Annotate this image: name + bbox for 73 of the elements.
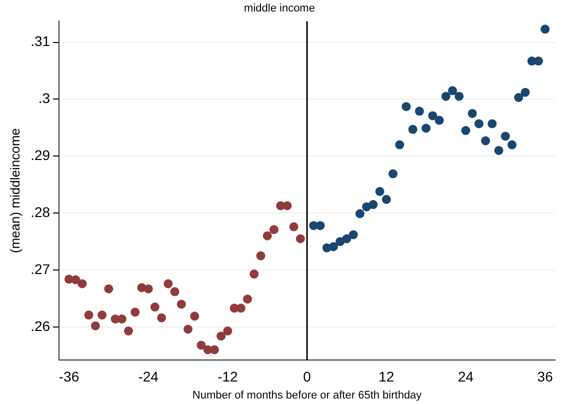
- point: [157, 313, 166, 322]
- point: [520, 88, 530, 97]
- point: [150, 302, 160, 312]
- x-tick-label: 0: [303, 368, 312, 384]
- y-axis-title: (mean) middleincome: [7, 128, 22, 254]
- x-tick-label: -12: [218, 368, 238, 384]
- x-tick-label: -24: [138, 368, 159, 384]
- point: [468, 108, 477, 118]
- y-tick-label: .3: [38, 90, 50, 106]
- point: [104, 284, 114, 294]
- point: [289, 222, 298, 232]
- x-tick-label: 24: [458, 368, 474, 384]
- point: [282, 201, 292, 210]
- point: [441, 92, 450, 101]
- point: [164, 279, 173, 288]
- point: [368, 200, 378, 210]
- point: [414, 106, 424, 116]
- point: [176, 300, 186, 309]
- point: [84, 310, 94, 320]
- point: [395, 140, 404, 150]
- y-tick-label: .27: [30, 260, 50, 277]
- point: [184, 324, 193, 334]
- point: [434, 116, 444, 125]
- point: [514, 93, 524, 102]
- point: [216, 332, 226, 341]
- point: [269, 225, 278, 234]
- point: [508, 140, 517, 150]
- point: [78, 279, 87, 288]
- point: [428, 111, 438, 120]
- point: [256, 251, 266, 260]
- point: [481, 136, 490, 146]
- point: [170, 287, 180, 296]
- point: [336, 237, 345, 246]
- point: [262, 231, 272, 240]
- point: [540, 24, 550, 34]
- chart-title: middle income: [244, 2, 315, 15]
- point: [90, 321, 100, 330]
- point: [422, 124, 431, 133]
- point: [98, 310, 107, 320]
- x-tick-label: -36: [58, 368, 80, 384]
- point: [144, 284, 153, 294]
- point: [223, 326, 232, 336]
- point: [190, 312, 200, 321]
- point: [342, 234, 352, 244]
- point: [355, 209, 364, 218]
- point: [382, 194, 391, 204]
- y-tick-label: .29: [30, 147, 50, 164]
- point: [328, 242, 338, 252]
- y-tick-label: .28: [30, 204, 50, 220]
- point: [474, 119, 484, 128]
- y-tick-label: .31: [30, 33, 50, 50]
- point: [448, 86, 458, 96]
- point: [454, 92, 464, 101]
- point: [408, 124, 418, 134]
- y-tick-label: .26: [30, 318, 50, 334]
- x-tick-label: 12: [378, 368, 394, 384]
- point: [500, 132, 510, 141]
- point: [296, 234, 305, 244]
- point: [388, 169, 398, 178]
- x-tick-label: 36: [537, 368, 554, 384]
- point: [71, 275, 80, 284]
- point: [375, 186, 384, 196]
- point: [243, 294, 252, 304]
- x-axis-title: Number of months before or after 65th birthday: [192, 389, 422, 402]
- point: [461, 126, 470, 136]
- point: [494, 146, 504, 155]
- point: [196, 340, 206, 350]
- point: [348, 230, 358, 240]
- point: [130, 308, 140, 317]
- point: [250, 270, 259, 279]
- point: [488, 119, 497, 128]
- point: [402, 102, 411, 112]
- point: [124, 326, 133, 336]
